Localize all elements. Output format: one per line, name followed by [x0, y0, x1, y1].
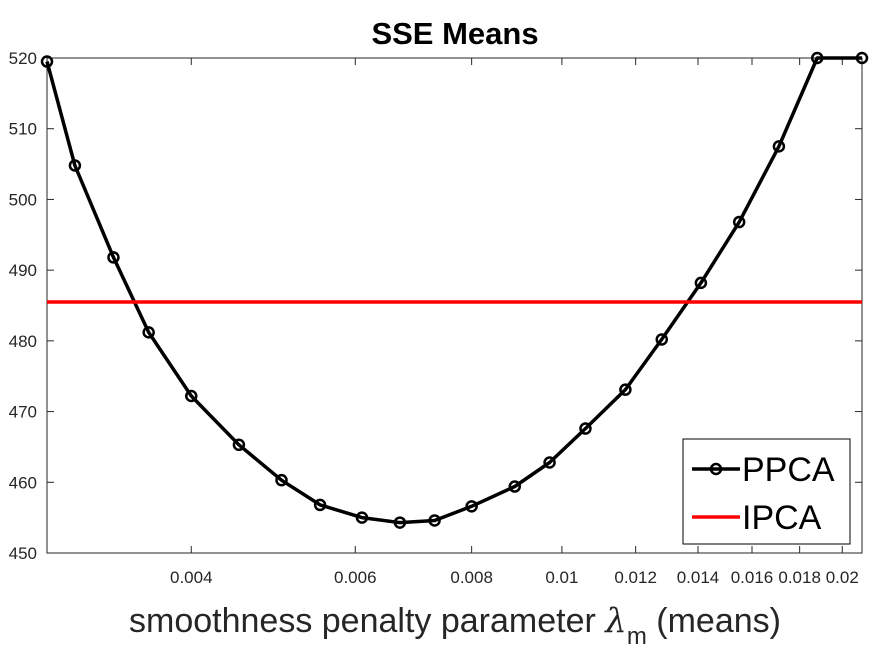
- series-layer: [40, 51, 869, 529]
- x-tick-label: 0.008: [450, 568, 493, 587]
- x-tick-label: 0.004: [170, 568, 213, 587]
- data-point-ppca: [275, 473, 288, 487]
- data-point-ppca: [732, 215, 746, 229]
- x-tick-label: 0.018: [778, 568, 821, 587]
- data-point-ppca: [579, 422, 592, 435]
- axes: [46, 57, 863, 554]
- y-tick-label: 490: [9, 261, 37, 280]
- data-point-ppca: [810, 51, 824, 65]
- data-point-ppca: [619, 383, 632, 396]
- data-point-ppca: [655, 333, 668, 346]
- x-tick-label: 0.006: [334, 568, 377, 587]
- chart-title: SSE Means: [371, 16, 538, 51]
- series-line-ppca: [45, 56, 862, 525]
- data-point-ppca: [508, 480, 522, 493]
- data-point-ppca: [185, 389, 198, 403]
- y-tick-label: 460: [9, 473, 37, 492]
- x-axis-label-text: smoothness penalty parameter: [129, 602, 596, 640]
- data-point-ppca: [428, 514, 441, 527]
- data-point-ppca: [68, 159, 82, 172]
- legend-box: [682, 438, 851, 545]
- data-point-ppca: [355, 511, 369, 524]
- x-tick-label: 0.016: [731, 568, 774, 587]
- data-point-ppca: [107, 251, 120, 264]
- data-point-ppca: [694, 276, 708, 290]
- data-point-ppca: [232, 438, 246, 452]
- x-tick-label: 0.014: [677, 568, 720, 587]
- x-axis-label: smoothness penalty parameter λm (means): [129, 601, 781, 650]
- y-tick-label: 470: [9, 403, 37, 422]
- x-axis-label-symbol: λ: [603, 601, 627, 641]
- legend-ppca-marker: [709, 462, 723, 476]
- x-tick-label: 0.01: [545, 568, 578, 587]
- data-point-ppca: [855, 51, 869, 65]
- x-axis-ticks: 0.004 0.006 0.008 0.01 0.012 0.014 0.016 0.018 0…: [170, 58, 859, 587]
- data-point-ppca: [772, 140, 786, 153]
- legend: PPCA IPCA: [682, 438, 851, 545]
- data-point-ppca: [543, 456, 556, 469]
- plot-box: [46, 57, 863, 554]
- y-axis-ticks: 450 460 470 480 490 500 510 520: [9, 49, 862, 563]
- data-point-ppca: [142, 326, 155, 339]
- x-axis-label-suffix: (means): [656, 602, 781, 640]
- y-tick-label: 480: [9, 332, 37, 351]
- y-tick-label: 450: [9, 544, 37, 563]
- x-tick-label: 0.02: [826, 568, 859, 587]
- y-tick-label: 520: [9, 49, 37, 68]
- data-point-ppca: [393, 516, 407, 529]
- data-point-ppca: [313, 498, 327, 512]
- y-tick-label: 510: [9, 120, 37, 139]
- legend-ipca-label: IPCA: [742, 499, 822, 537]
- x-axis-label-subscript: m: [627, 623, 647, 650]
- legend-ppca-label: PPCA: [742, 451, 835, 489]
- y-tick-label: 500: [9, 190, 37, 209]
- x-tick-label: 0.012: [614, 568, 657, 587]
- data-point-ppca: [40, 55, 54, 68]
- data-point-ppca: [465, 500, 478, 513]
